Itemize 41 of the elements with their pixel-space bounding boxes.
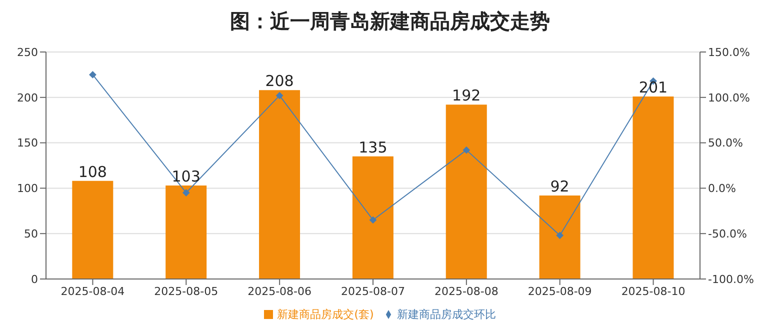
data-label: 108 <box>78 162 107 181</box>
bar <box>72 180 114 279</box>
x-tick-label: 2025-08-05 <box>154 284 218 298</box>
data-label: 103 <box>172 167 200 186</box>
y-tick-label: 250 <box>17 46 38 59</box>
y2-tick-label: 150.0% <box>708 46 750 59</box>
data-label: 208 <box>265 72 294 90</box>
y-tick-label: 200 <box>17 91 38 104</box>
chart-title: 图：近一周青岛新建商品房成交走势 <box>229 8 551 35</box>
point <box>370 216 376 224</box>
bar <box>352 156 394 279</box>
legend-label: 新建商品房成交(套) <box>277 308 374 321</box>
bar <box>632 96 674 279</box>
y-tick-label: 0 <box>31 272 38 286</box>
point <box>462 146 470 154</box>
bar <box>539 195 580 279</box>
y-tick-label: 150 <box>17 136 38 150</box>
legend-label: 新建商品房成交环比 <box>396 308 496 321</box>
bar <box>446 104 487 279</box>
x-tick-label: 2025-08-06 <box>248 284 312 298</box>
x-tick-label: 2025-08-10 <box>621 284 686 298</box>
data-label: 135 <box>358 138 388 156</box>
y-tick-label: 50 <box>24 228 38 241</box>
y2-tick-label: -50.0% <box>708 228 747 241</box>
bar <box>166 185 207 279</box>
point <box>89 71 96 78</box>
point <box>556 232 564 239</box>
point <box>276 92 284 100</box>
bar <box>259 90 300 279</box>
x-tick-label: 2025-08-07 <box>341 284 405 298</box>
y2-tick-label: 50.0% <box>708 136 743 150</box>
point <box>182 189 190 196</box>
data-label: 92 <box>550 177 570 196</box>
data-label: 192 <box>452 86 481 105</box>
y-tick-label: 100 <box>17 182 38 196</box>
y2-tick-label: 100.0% <box>708 91 750 104</box>
x-tick-label: 2025-08-04 <box>60 284 125 298</box>
x-tick-label: 2025-08-08 <box>434 284 498 298</box>
y2-tick-label: 0.0% <box>708 182 736 196</box>
y2-tick-label: -100.0% <box>708 272 754 286</box>
x-tick-label: 2025-08-09 <box>528 284 592 298</box>
